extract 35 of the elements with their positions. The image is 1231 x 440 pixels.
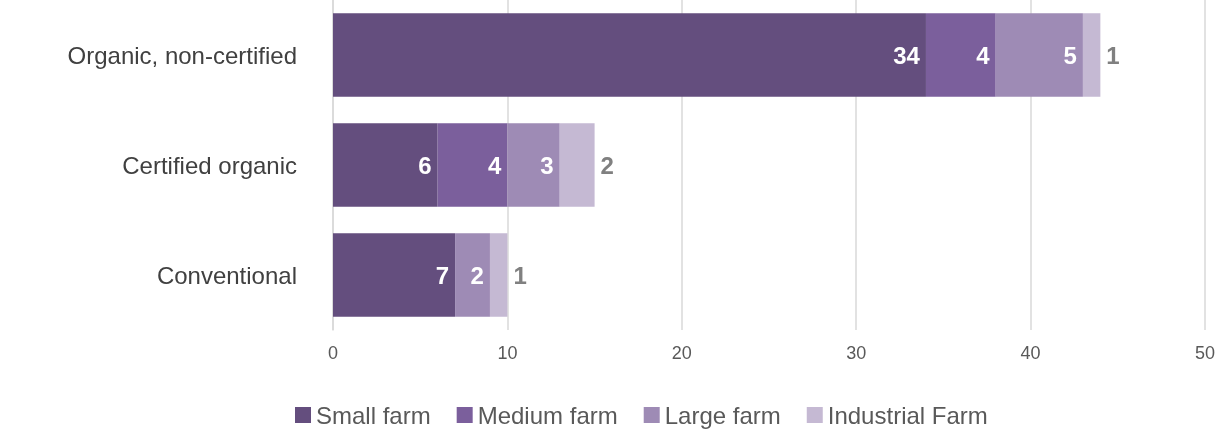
bar bbox=[333, 13, 926, 97]
bar bbox=[455, 233, 490, 317]
y-tick-label: Organic, non-certified bbox=[67, 41, 297, 69]
data-label: 5 bbox=[1063, 41, 1077, 69]
x-tick-label: 0 bbox=[327, 343, 339, 363]
y-tick-label: Certified organic bbox=[122, 151, 297, 179]
bar bbox=[507, 123, 560, 207]
bar bbox=[925, 13, 996, 97]
x-tick-label: 10 bbox=[497, 343, 518, 363]
data-label: 4 bbox=[488, 151, 503, 179]
x-tick-label: 40 bbox=[1020, 343, 1041, 363]
data-label: 2 bbox=[600, 151, 614, 179]
data-label: 2 bbox=[470, 261, 484, 289]
legend-label: Medium farm bbox=[477, 401, 618, 429]
data-label: 7 bbox=[435, 261, 450, 289]
bar bbox=[489, 233, 508, 317]
x-tick-label: 30 bbox=[846, 343, 867, 363]
x-tick-label: 50 bbox=[1194, 343, 1216, 363]
x-tick-label: 20 bbox=[671, 343, 692, 363]
bar bbox=[437, 123, 508, 207]
bar bbox=[995, 13, 1083, 97]
data-label: 34 bbox=[893, 41, 921, 69]
bar bbox=[333, 233, 456, 317]
bar bbox=[333, 123, 438, 207]
data-label: 4 bbox=[976, 41, 991, 69]
data-label: 3 bbox=[540, 151, 554, 179]
data-label: 1 bbox=[513, 261, 527, 289]
data-label: 1 bbox=[1106, 41, 1120, 69]
data-label: 6 bbox=[418, 151, 432, 179]
legend-label: Small farm bbox=[316, 401, 431, 429]
bar bbox=[1082, 13, 1101, 97]
legend-label: Large farm bbox=[664, 401, 781, 429]
bar bbox=[559, 123, 595, 207]
y-tick-label: Conventional bbox=[156, 261, 297, 289]
legend-label: Industrial Farm bbox=[827, 401, 988, 429]
